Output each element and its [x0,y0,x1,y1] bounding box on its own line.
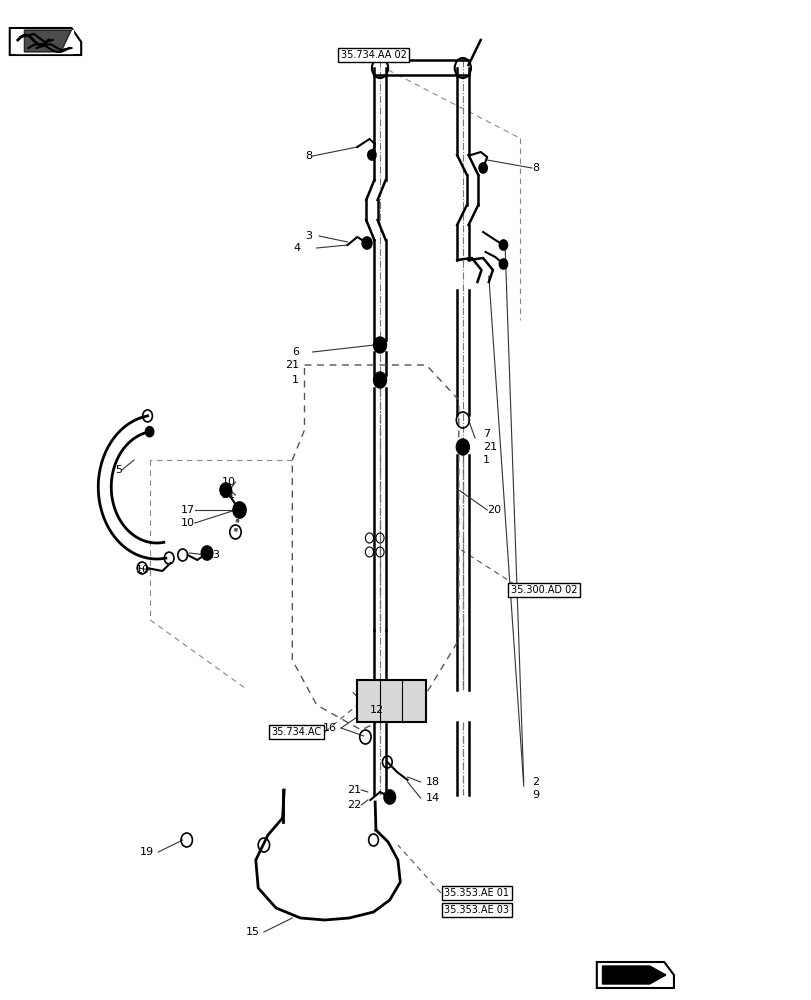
Polygon shape [10,28,81,55]
FancyBboxPatch shape [357,680,426,722]
Circle shape [456,439,469,455]
Polygon shape [15,30,73,53]
Text: 8: 8 [305,151,312,161]
Text: 10: 10 [221,477,235,487]
Circle shape [220,483,231,497]
Text: 16: 16 [323,723,337,733]
Text: 22: 22 [346,800,361,810]
Circle shape [478,163,487,173]
Text: 35.734.AC: 35.734.AC [271,727,321,737]
Text: 13: 13 [207,550,221,560]
Text: 8: 8 [531,163,539,173]
Circle shape [499,259,507,269]
Polygon shape [596,962,673,988]
Text: 10: 10 [181,518,195,528]
Circle shape [373,337,386,353]
Text: 14: 14 [426,793,440,803]
Circle shape [362,237,371,249]
Circle shape [384,790,395,804]
Text: 19: 19 [140,847,154,857]
Text: 6: 6 [291,347,298,357]
Circle shape [373,372,386,388]
Text: 9: 9 [531,790,539,800]
Text: 3: 3 [305,231,312,241]
Text: 7: 7 [483,429,490,439]
Circle shape [145,427,153,437]
Text: 4: 4 [293,243,300,253]
Text: 5: 5 [114,465,122,475]
Polygon shape [602,966,665,984]
Text: 21: 21 [483,442,496,452]
Text: 17: 17 [181,505,195,515]
Text: 21: 21 [285,360,298,370]
Text: 18: 18 [426,777,440,787]
Text: 12: 12 [369,705,383,715]
Text: 35.734.AA 02: 35.734.AA 02 [340,50,406,60]
Circle shape [499,240,507,250]
Text: 21: 21 [347,785,361,795]
Text: 20: 20 [487,505,500,515]
Text: 1: 1 [291,375,298,385]
Circle shape [367,150,375,160]
Text: 21: 21 [221,490,235,500]
Polygon shape [24,30,71,52]
Text: 15: 15 [246,927,260,937]
Text: 10: 10 [136,565,150,575]
Text: 2: 2 [531,777,539,787]
Text: 35.353.AE 01: 35.353.AE 01 [444,888,508,898]
Text: 35.353.AE 03: 35.353.AE 03 [444,905,508,915]
Text: 35.300.AD 02: 35.300.AD 02 [510,585,577,595]
Circle shape [233,502,246,518]
Circle shape [201,546,212,560]
Text: 1: 1 [483,455,490,465]
